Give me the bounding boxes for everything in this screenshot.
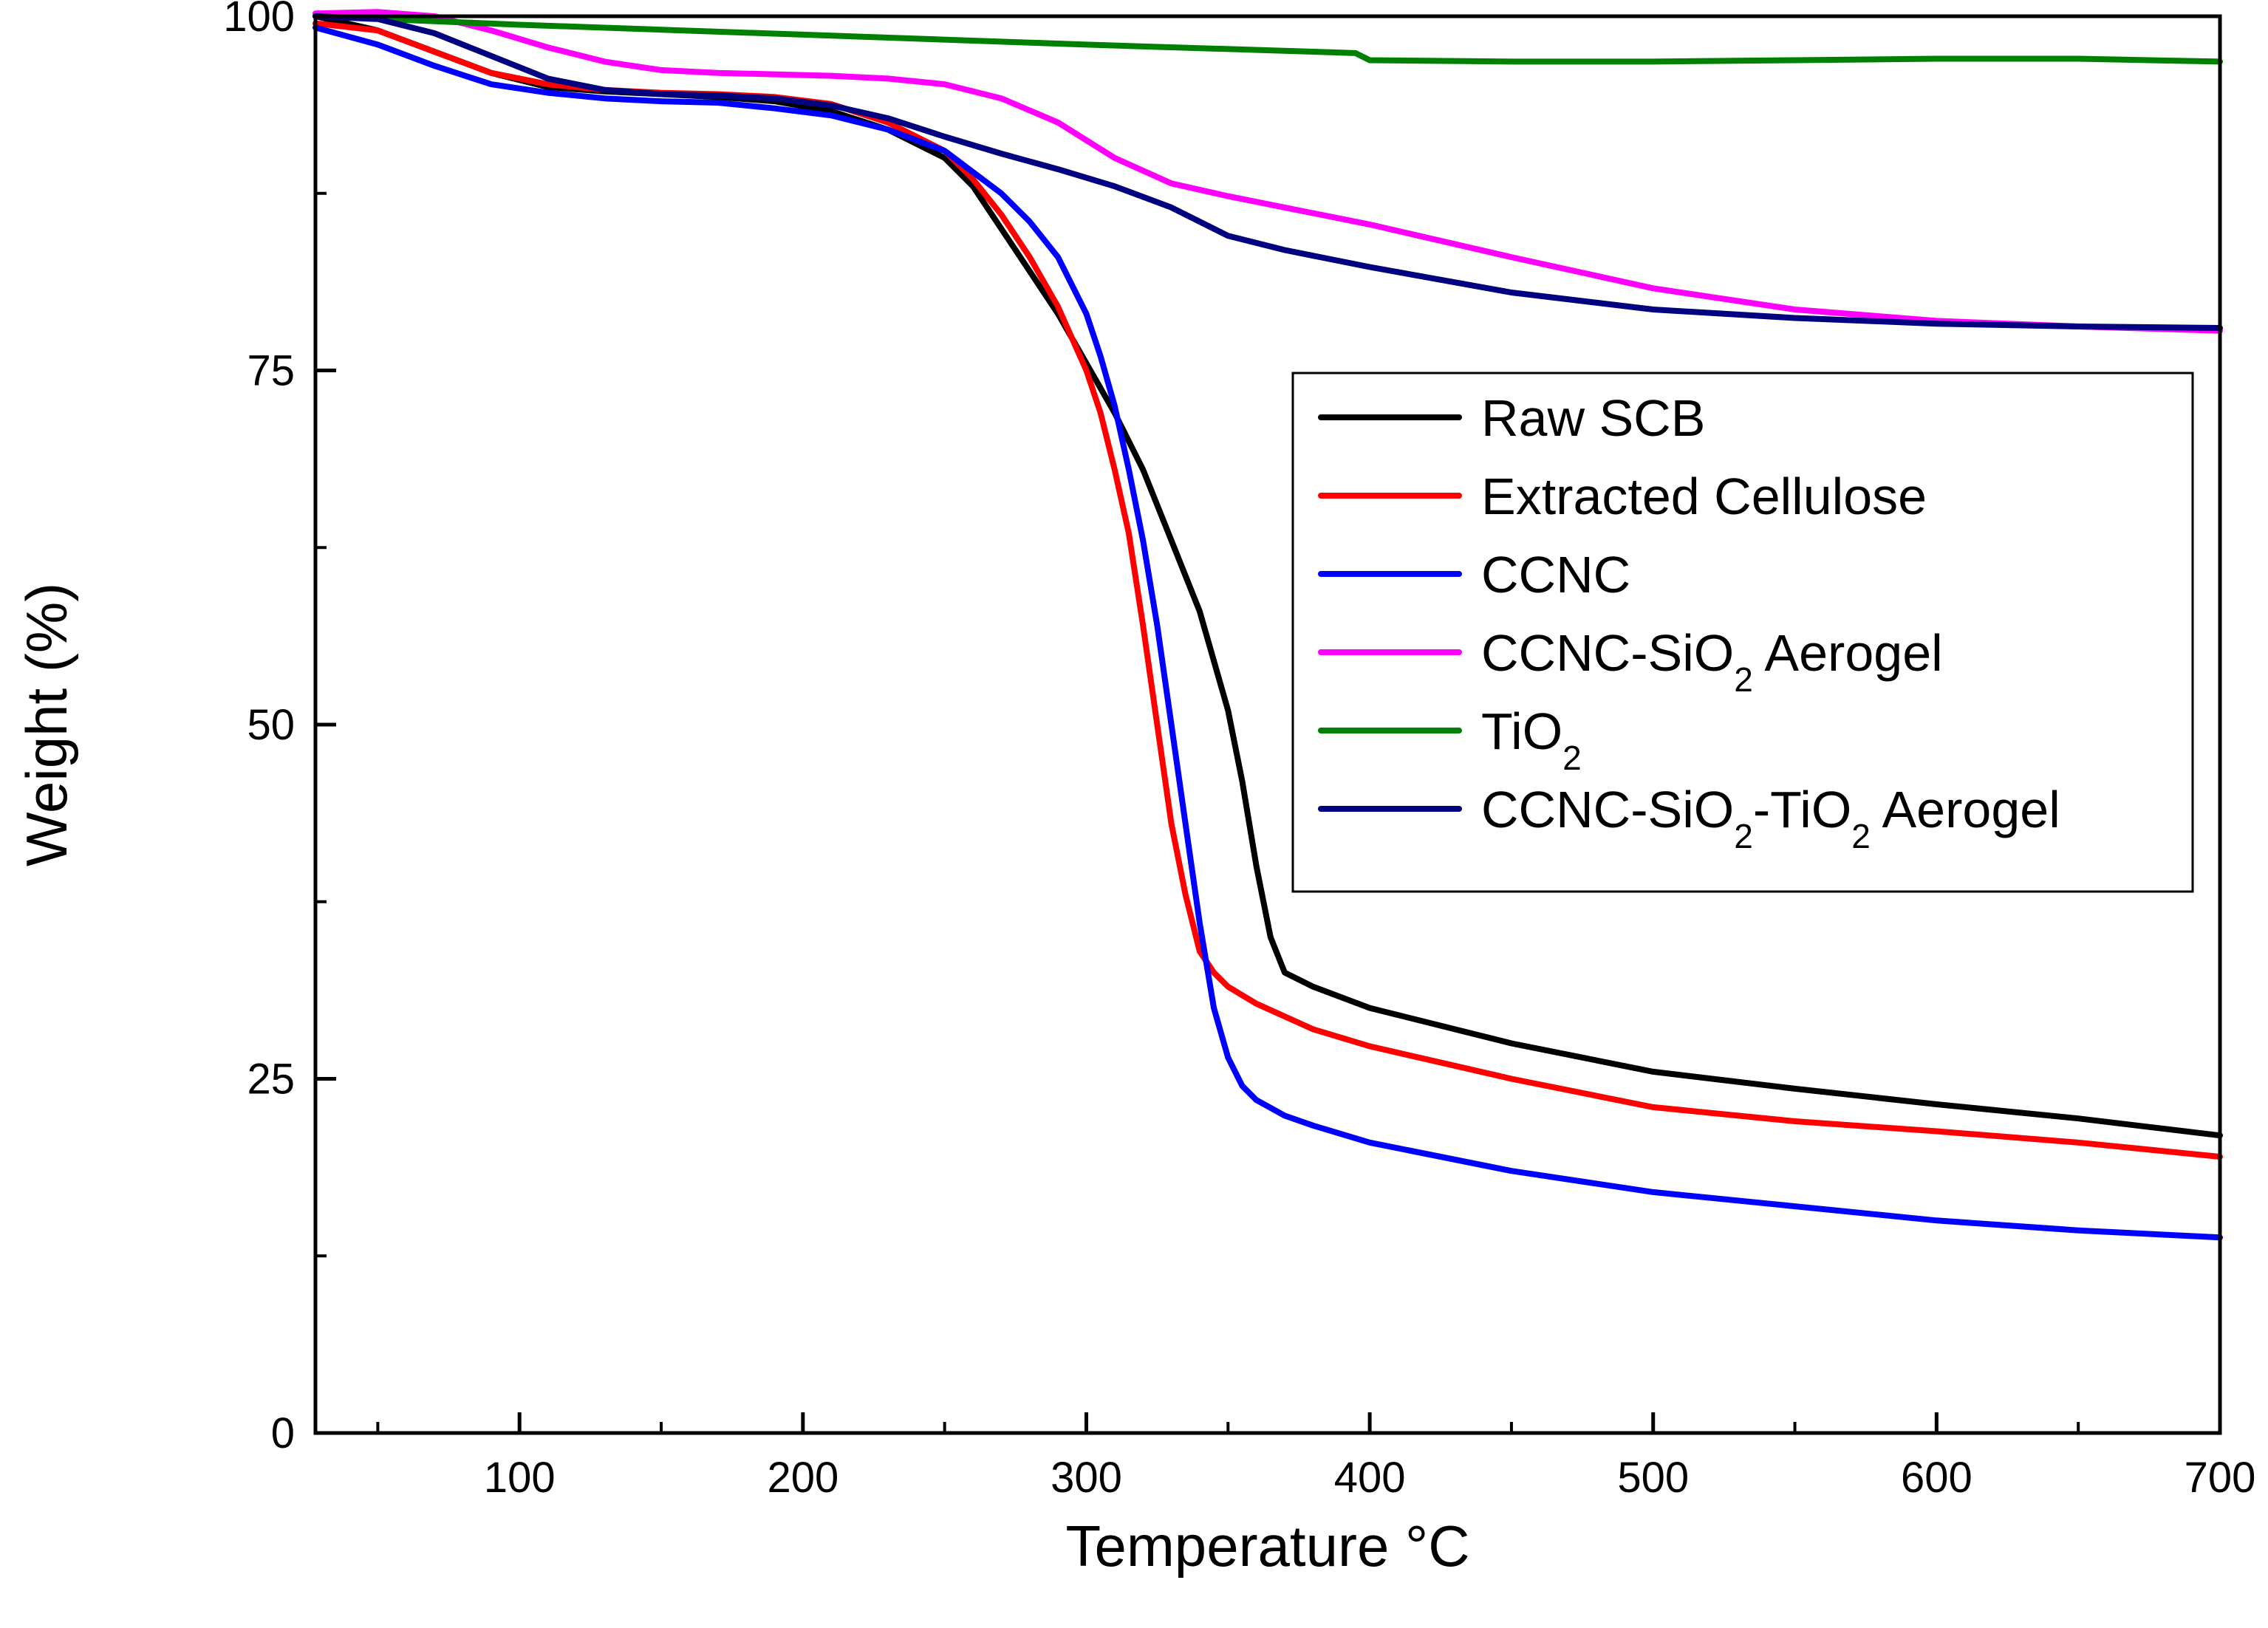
y-tick-label: 50 [247, 701, 295, 749]
x-tick-label: 500 [1617, 1454, 1689, 1502]
y-axis-title: Weight (%) [14, 583, 79, 866]
axis-layer: 100 200 300 400 500 600 700 0 25 50 75 100 [223, 0, 2255, 1502]
series-line-3 [312, 9, 2223, 334]
series-layer [312, 9, 2223, 1241]
legend-label-3: CCNC-SiO2 Aerogel [1481, 624, 1943, 699]
legend-box [1291, 372, 2194, 893]
y-tick-label: 25 [247, 1056, 295, 1104]
x-tick-label: 600 [1901, 1454, 1972, 1502]
series-line-4 [312, 13, 2223, 65]
y-tick-label: 0 [271, 1409, 295, 1457]
x-tick-label: 100 [484, 1454, 556, 1502]
y-tick-label: 75 [247, 347, 295, 395]
series-line-5 [312, 13, 2223, 331]
y-tick-label: 100 [223, 0, 295, 41]
legend: Raw SCB Extracted Cellulose CCNC CCNC-SiO2 … [1291, 372, 2194, 893]
x-tick-label: 300 [1051, 1454, 1122, 1502]
legend-label-0: Raw SCB [1481, 389, 1705, 447]
legend-label-5: CCNC-SiO2-TiO2 Aerogel [1481, 781, 2060, 855]
x-tick-label: 700 [2185, 1454, 2256, 1502]
x-tick-label: 400 [1334, 1454, 1406, 1502]
series-line-2 [312, 24, 2223, 1241]
x-axis-title: Temperature °C [1065, 1514, 1469, 1579]
x-tick-label: 200 [767, 1454, 838, 1502]
legend-label-1: Extracted Cellulose [1481, 468, 1927, 525]
legend-label-2: CCNC [1481, 546, 1630, 603]
legend-label-4: TiO2 [1481, 702, 1582, 777]
